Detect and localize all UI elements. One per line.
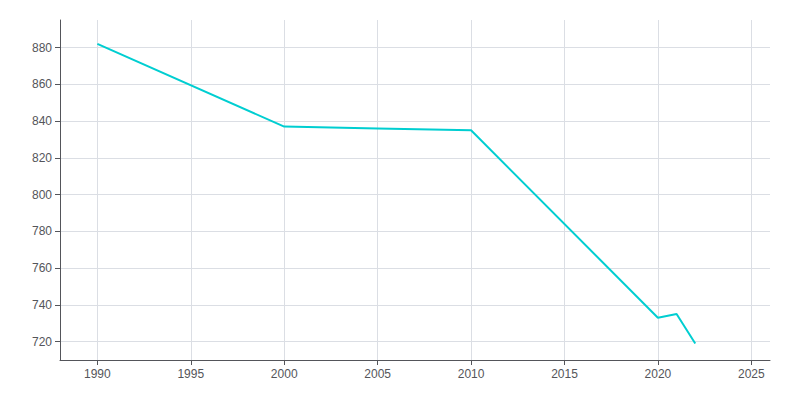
svg-text:820: 820: [32, 151, 52, 165]
svg-text:1995: 1995: [177, 367, 204, 381]
svg-text:2000: 2000: [271, 367, 298, 381]
svg-text:2005: 2005: [364, 367, 391, 381]
svg-text:740: 740: [32, 298, 52, 312]
svg-text:2020: 2020: [645, 367, 672, 381]
svg-text:860: 860: [32, 77, 52, 91]
svg-text:2010: 2010: [458, 367, 485, 381]
svg-text:2015: 2015: [551, 367, 578, 381]
svg-text:2025: 2025: [738, 367, 765, 381]
svg-text:800: 800: [32, 188, 52, 202]
svg-text:720: 720: [32, 335, 52, 349]
svg-text:840: 840: [32, 114, 52, 128]
svg-text:780: 780: [32, 224, 52, 238]
svg-text:760: 760: [32, 261, 52, 275]
svg-text:880: 880: [32, 41, 52, 55]
svg-text:1990: 1990: [84, 367, 111, 381]
